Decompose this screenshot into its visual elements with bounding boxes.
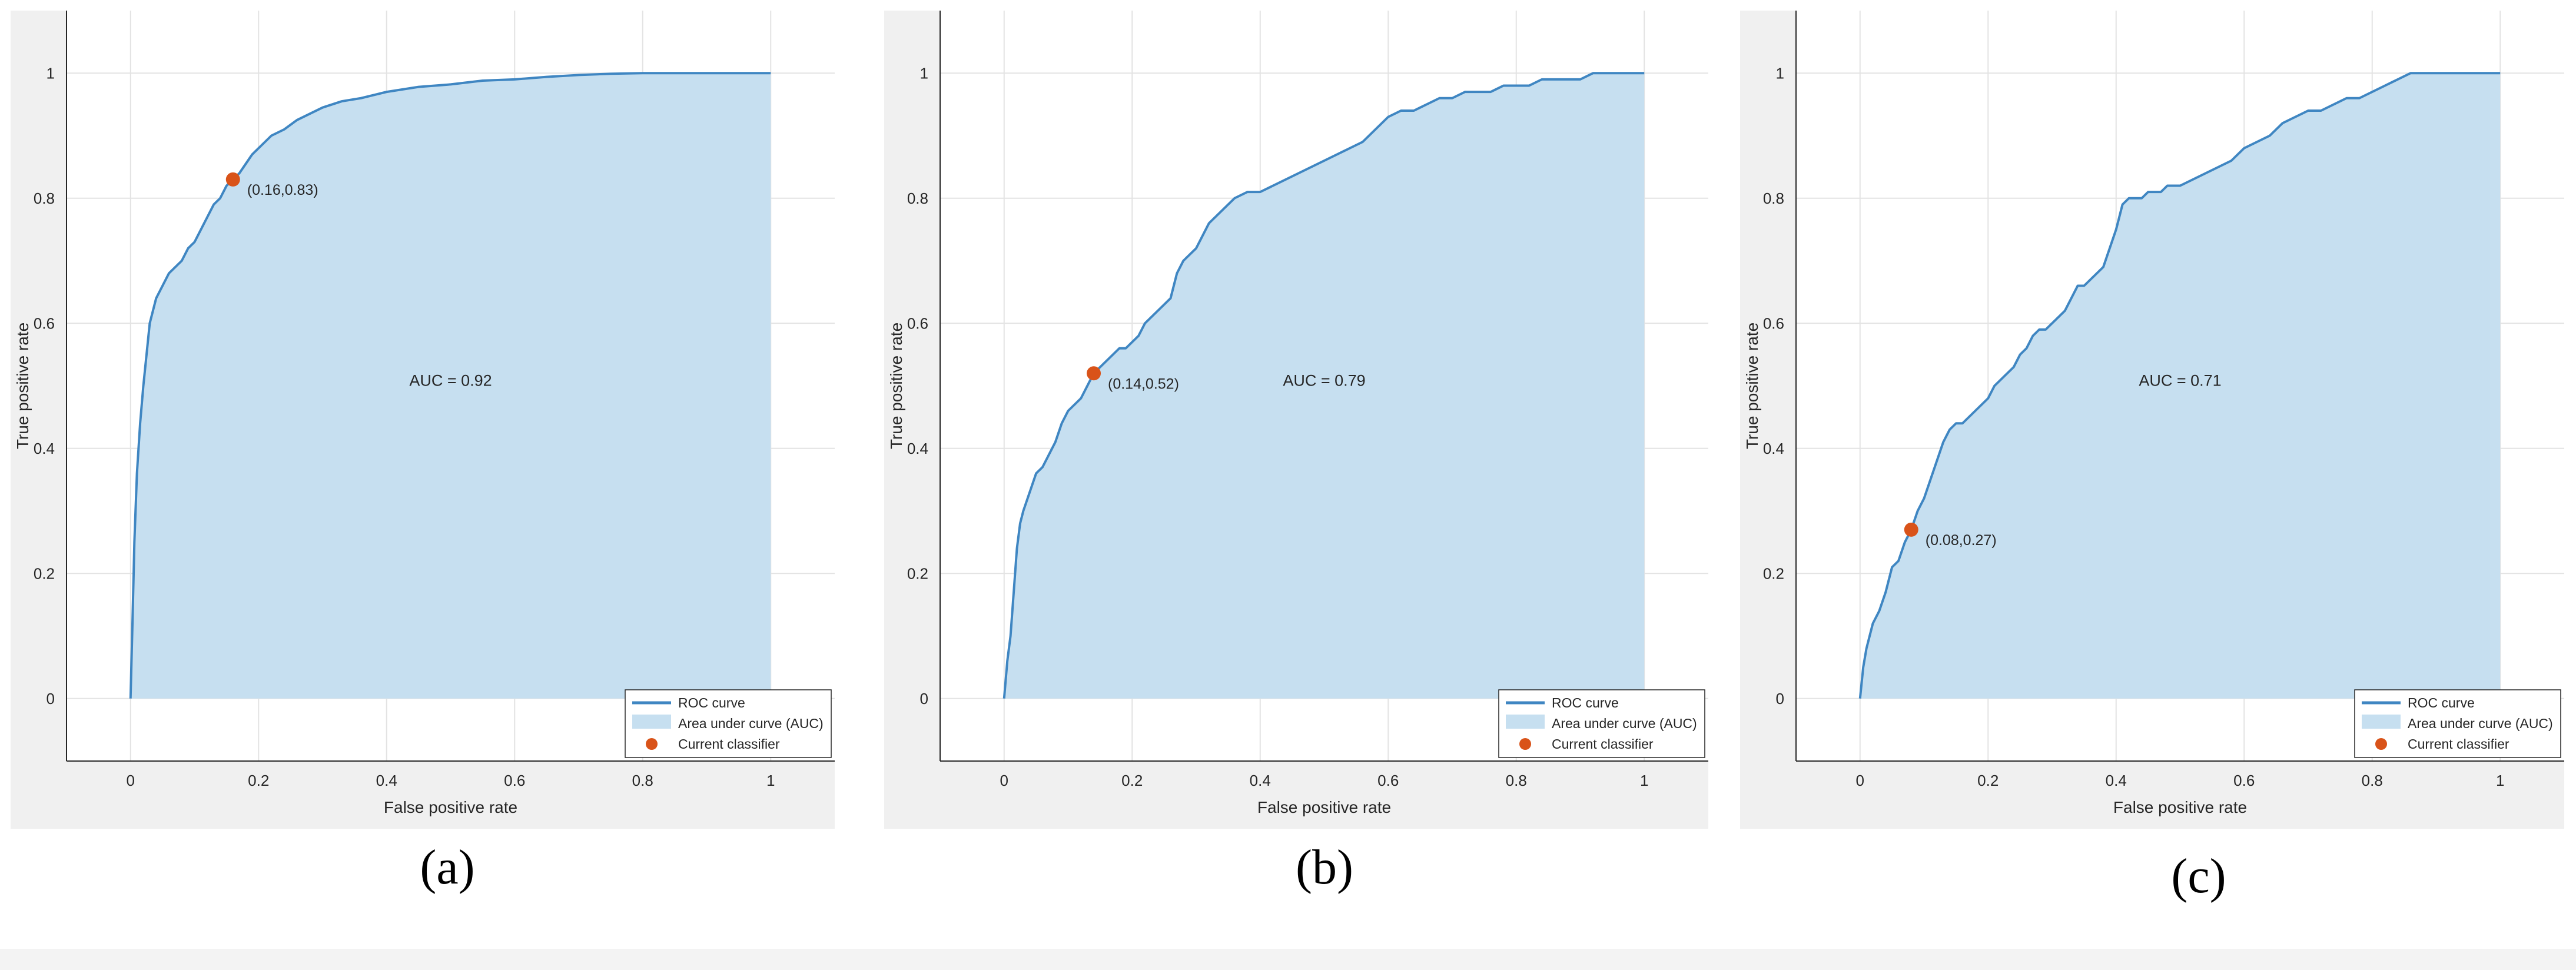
caption-c: (c) xyxy=(2171,849,2226,903)
y-tick-label: 0.4 xyxy=(1763,440,1784,457)
y-tick-label: 0.8 xyxy=(34,190,55,207)
x-tick-label: 0 xyxy=(1856,772,1864,789)
y-axis-label: True positive rate xyxy=(887,323,905,449)
x-tick-label: 0.8 xyxy=(2362,772,2383,789)
y-tick-label: 1 xyxy=(1776,64,1784,82)
point-label: (0.16,0.83) xyxy=(247,182,318,198)
y-tick-label: 0.6 xyxy=(34,314,55,332)
current-classifier-point xyxy=(1904,522,1918,537)
roc-curve-line xyxy=(129,72,771,699)
y-tick-label: 0 xyxy=(1776,690,1784,707)
auc-annotation: AUC = 0.79 xyxy=(1283,372,1365,390)
legend-swatch-point xyxy=(646,738,658,750)
roc-chart-svg: 0 0.2 0.4 0.6 0.8 1 0 0.2 0.4 0.6 0.8 1 False positi… xyxy=(14,11,835,816)
x-axis-label: False positive rate xyxy=(1257,798,1391,816)
x-axis-label: False positive rate xyxy=(384,798,517,816)
x-tick-label: 0.6 xyxy=(504,772,525,789)
y-axis-label: True positive rate xyxy=(1743,323,1761,449)
legend-swatch-area xyxy=(2362,715,2401,729)
current-classifier-point xyxy=(225,172,240,187)
roc-chart-svg: 0 0.2 0.4 0.6 0.8 1 0 0.2 0.4 0.6 0.8 1 False positi… xyxy=(1743,11,2564,816)
x-tick-label: 0.2 xyxy=(248,772,269,789)
auc-area xyxy=(1004,73,1645,699)
legend-label: Area under curve (AUC) xyxy=(1552,716,1697,731)
y-tick-label: 0.4 xyxy=(907,440,928,457)
y-tick-label: 0 xyxy=(47,690,55,707)
legend-label: ROC curve xyxy=(1552,695,1619,710)
panel-b: 0 0.2 0.4 0.6 0.8 1 0 0.2 0.4 0.6 0.8 1 False positi… xyxy=(884,11,1708,829)
roc-curve-line xyxy=(1858,72,2501,699)
legend-swatch-area xyxy=(1506,715,1545,729)
x-tick-label: 0.2 xyxy=(1977,772,1999,789)
x-tick-label: 0.6 xyxy=(2233,772,2255,789)
bottom-strip xyxy=(0,949,2576,970)
legend-label: Current classifier xyxy=(1552,736,1654,752)
legend-label: Current classifier xyxy=(2408,736,2509,752)
legend-label: Area under curve (AUC) xyxy=(678,716,824,731)
x-tick-label: 0.4 xyxy=(376,772,397,789)
current-classifier-point xyxy=(1087,366,1101,381)
x-tick-label: 1 xyxy=(2496,772,2504,789)
y-tick-label: 0.4 xyxy=(34,440,55,457)
y-tick-label: 0.6 xyxy=(907,314,928,332)
auc-annotation: AUC = 0.92 xyxy=(409,372,492,390)
x-tick-label: 0.4 xyxy=(2106,772,2127,789)
point-label: (0.14,0.52) xyxy=(1108,376,1179,392)
legend-swatch-point xyxy=(2375,738,2387,750)
x-tick-label: 0.6 xyxy=(1377,772,1399,789)
y-tick-label: 0 xyxy=(920,690,928,707)
y-tick-label: 1 xyxy=(920,64,928,82)
caption-b: (b) xyxy=(1296,840,1353,895)
roc-curve-line xyxy=(1002,72,1645,699)
panel-a: 0 0.2 0.4 0.6 0.8 1 0 0.2 0.4 0.6 0.8 1 False positi… xyxy=(11,11,835,829)
x-tick-label: 0.2 xyxy=(1121,772,1143,789)
auc-area xyxy=(1860,73,2501,699)
y-tick-label: 0.2 xyxy=(1763,564,1784,582)
y-tick-label: 0.2 xyxy=(907,564,928,582)
x-tick-label: 1 xyxy=(1640,772,1648,789)
legend-label: Current classifier xyxy=(678,736,780,752)
auc-annotation: AUC = 0.71 xyxy=(2139,372,2221,390)
x-tick-label: 1 xyxy=(766,772,775,789)
legend-label: ROC curve xyxy=(678,695,745,710)
x-tick-label: 0 xyxy=(1000,772,1008,789)
y-tick-label: 0.6 xyxy=(1763,314,1784,332)
panel-c: 0 0.2 0.4 0.6 0.8 1 0 0.2 0.4 0.6 0.8 1 False positi… xyxy=(1740,11,2564,829)
x-tick-label: 0 xyxy=(127,772,135,789)
x-tick-label: 0.8 xyxy=(1506,772,1527,789)
y-tick-label: 0.8 xyxy=(907,190,928,207)
roc-chart-svg: 0 0.2 0.4 0.6 0.8 1 0 0.2 0.4 0.6 0.8 1 False positi… xyxy=(887,11,1708,816)
point-label: (0.08,0.27) xyxy=(1926,532,1997,549)
y-axis-label: True positive rate xyxy=(14,323,32,449)
legend-swatch-area xyxy=(632,715,671,729)
y-tick-label: 0.2 xyxy=(34,564,55,582)
x-tick-label: 0.8 xyxy=(632,772,653,789)
legend-swatch-point xyxy=(1519,738,1531,750)
auc-area xyxy=(130,73,771,699)
caption-a: (a) xyxy=(420,840,475,895)
legend-label: Area under curve (AUC) xyxy=(2408,716,2553,731)
y-tick-label: 0.8 xyxy=(1763,190,1784,207)
legend-label: ROC curve xyxy=(2408,695,2475,710)
y-tick-label: 1 xyxy=(47,64,55,82)
x-axis-label: False positive rate xyxy=(2113,798,2247,816)
x-tick-label: 0.4 xyxy=(1250,772,1271,789)
